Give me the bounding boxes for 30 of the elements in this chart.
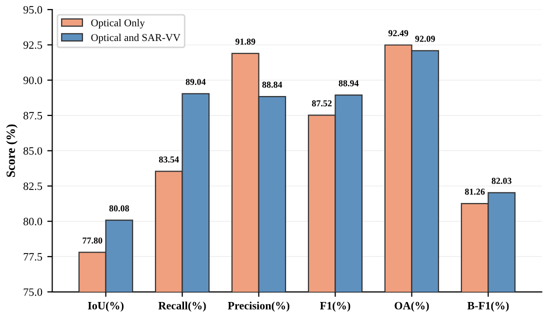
x-tick-label: OA(%) (394, 302, 429, 312)
legend-label: Optical Only (91, 19, 145, 28)
y-tick-label: 87.5 (24, 112, 42, 120)
legend-label: Optical and SAR-VV (91, 34, 180, 44)
text: 92.49 (388, 30, 408, 36)
y-tick-label: 77.5 (24, 253, 42, 261)
text: 87.52 (312, 100, 332, 106)
text: 80.08 (109, 205, 130, 212)
text: 77.80 (82, 237, 102, 244)
x-tick-label: F1(%) (320, 302, 350, 312)
y-tick-label: 82.5 (24, 182, 42, 190)
x-tick-label: IoU(%) (88, 302, 124, 312)
y-tick-label: 92.5 (23, 41, 42, 49)
text: 82.03 (492, 178, 512, 184)
x-tick-label: Precision(%) (228, 302, 290, 312)
y-tick-label: 75.0 (24, 288, 42, 296)
x-tick-label: B-F1(%) (467, 302, 509, 312)
text: 89.04 (186, 78, 206, 85)
y-tick-label: 90.0 (23, 76, 42, 84)
x-tick-label: Recall(%) (158, 302, 206, 312)
text: 88.94 (338, 80, 359, 86)
text: 83.54 (159, 156, 179, 163)
text: 88.84 (262, 82, 282, 88)
y-tick-label: 85.0 (24, 147, 42, 155)
text: 91.89 (235, 38, 256, 45)
text: 92.09 (415, 36, 435, 42)
y-tick-label: 95.0 (23, 6, 42, 14)
y-tick-label: 80.0 (24, 218, 42, 226)
text: 81.26 (464, 188, 485, 195)
y-axis-title: Score (%) (6, 124, 18, 177)
